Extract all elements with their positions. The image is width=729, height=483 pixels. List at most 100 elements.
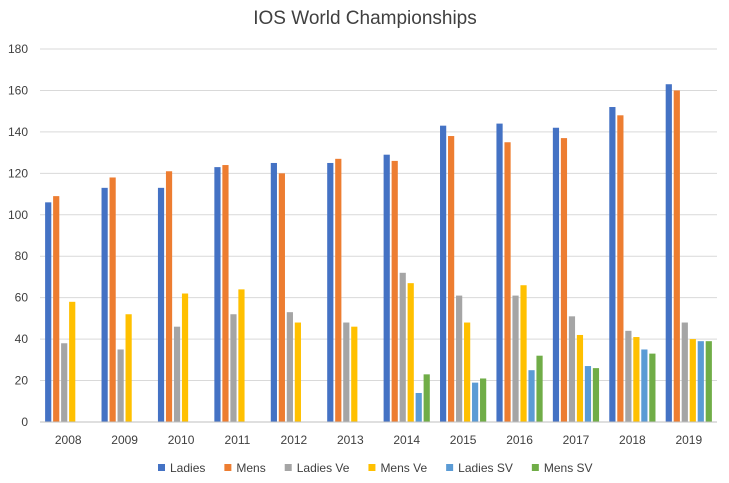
bar-mens-sv-2019	[705, 341, 712, 422]
bar-ladies-ve-2009	[117, 349, 124, 422]
bar-mens-ve-2016	[520, 285, 527, 422]
bar-mens-2014	[391, 160, 398, 422]
legend-label: Mens SV	[544, 461, 593, 475]
bar-ladies-2018	[609, 107, 616, 423]
bar-mens-sv-2015	[480, 378, 487, 422]
bar-ladies-ve-2011	[230, 314, 237, 422]
bar-ladies-ve-2012	[286, 312, 293, 422]
bar-ladies-2010	[157, 187, 165, 422]
bar-mens-ve-2008	[69, 301, 76, 422]
bar-ladies-ve-2013	[343, 322, 350, 422]
bar-mens-ve-2013	[351, 326, 358, 422]
bar-ladies-2016	[496, 123, 503, 422]
legend-swatch	[224, 464, 232, 471]
legend-swatch	[158, 464, 165, 471]
x-tick-label: 2010	[168, 433, 195, 447]
bar-mens-ve-2015	[464, 322, 471, 422]
y-tick-label: 120	[8, 166, 28, 180]
bar-ladies-2013	[327, 162, 334, 422]
bar-mens-ve-2017	[576, 334, 584, 422]
bar-ladies-2017	[552, 127, 560, 422]
bar-ladies-ve-2008	[61, 343, 68, 422]
bar-mens-ve-2009	[125, 314, 132, 422]
x-tick-label: 2013	[337, 433, 364, 447]
bar-ladies-2009	[101, 187, 108, 422]
bar-mens-2017	[560, 138, 568, 422]
x-tick-label: 2011	[225, 433, 251, 447]
bar-ladies-ve-2016	[512, 295, 519, 422]
y-tick-label: 80	[15, 249, 29, 263]
y-tick-label: 20	[15, 374, 29, 388]
bar-ladies-sv-2019	[697, 341, 704, 422]
bar-mens-2015	[448, 136, 455, 423]
bar-ladies-sv-2018	[641, 349, 648, 422]
bar-mens-sv-2018	[649, 353, 656, 422]
bar-mens-2010	[165, 171, 173, 422]
legend-swatch	[446, 464, 454, 471]
bar-ladies-2008	[45, 202, 52, 422]
bar-mens-ve-2018	[633, 337, 640, 422]
bars	[45, 84, 712, 423]
x-tick-label: 2014	[393, 433, 420, 447]
bar-ladies-sv-2016	[528, 370, 535, 422]
bar-mens-2013	[335, 158, 342, 423]
chart-title: IOS World Championships	[253, 8, 477, 29]
bar-ladies-ve-2017	[568, 316, 576, 422]
y-tick-label: 100	[8, 208, 28, 222]
bar-ladies-2012	[270, 162, 277, 422]
x-tick-label: 2009	[111, 433, 138, 447]
bar-ladies-ve-2019	[681, 322, 688, 422]
bar-mens-ve-2010	[181, 293, 189, 422]
bar-ladies-sv-2017	[584, 366, 592, 422]
y-tick-label: 40	[15, 332, 29, 346]
bar-mens-2008	[53, 196, 60, 422]
bar-mens-ve-2012	[294, 322, 301, 422]
legend: Ladies Mens Ladies Ve Mens Ve Ladies SV Mens …	[158, 461, 593, 475]
x-tick-label: 2012	[281, 433, 308, 447]
y-tick-label: 160	[8, 83, 28, 97]
x-tick-label: 2008	[55, 433, 82, 447]
bar-mens-2016	[504, 142, 511, 422]
y-tick-label: 60	[15, 291, 29, 305]
legend-swatch	[284, 464, 292, 471]
bar-ladies-2014	[383, 154, 390, 422]
bar-mens-sv-2016	[536, 355, 543, 422]
legend-swatch	[368, 464, 376, 471]
x-tick-label: 2016	[506, 433, 533, 447]
bar-ladies-sv-2015	[472, 382, 479, 422]
bar-mens-2018	[617, 115, 624, 423]
bar-mens-ve-2019	[689, 339, 696, 422]
legend-label: Ladies	[170, 461, 205, 475]
bar-mens-ve-2011	[238, 289, 245, 422]
bar-ladies-2019	[665, 84, 672, 422]
bar-mens-2011	[222, 165, 229, 423]
bar-mens-ve-2014	[407, 283, 414, 422]
legend-label: Mens Ve	[380, 461, 427, 475]
legend-label: Ladies SV	[458, 461, 513, 475]
legend-label: Ladies Ve	[297, 461, 350, 475]
bar-mens-2019	[673, 90, 680, 422]
bar-mens-2009	[109, 177, 116, 422]
legend-label: Mens	[236, 461, 265, 475]
bar-ladies-2015	[440, 125, 447, 422]
x-tick-label: 2018	[619, 433, 646, 447]
bar-ladies-sv-2014	[415, 392, 422, 422]
y-tick-label: 180	[8, 42, 28, 56]
bar-mens-sv-2014	[423, 374, 430, 422]
bar-mens-2012	[278, 173, 285, 422]
bar-ladies-ve-2015	[456, 295, 463, 422]
y-tick-label: 140	[8, 125, 28, 139]
gridlines	[40, 48, 717, 382]
x-axis-tick-labels: 2008 2009 2010 2011 2012 2013 2014 2015 2016 2017…	[55, 433, 703, 447]
x-tick-label: 2019	[675, 433, 702, 447]
bar-ladies-ve-2014	[399, 272, 406, 422]
bar-ladies-2011	[214, 167, 221, 422]
legend-swatch	[531, 464, 539, 471]
y-tick-label: 0	[21, 415, 28, 429]
bar-ladies-ve-2018	[625, 330, 632, 422]
bar-ladies-ve-2010	[173, 326, 181, 422]
x-tick-label: 2017	[563, 433, 590, 447]
x-tick-label: 2015	[450, 433, 477, 447]
y-axis-tick-labels: 0 20 40 60 80 100 120 140 160 180	[8, 42, 28, 429]
